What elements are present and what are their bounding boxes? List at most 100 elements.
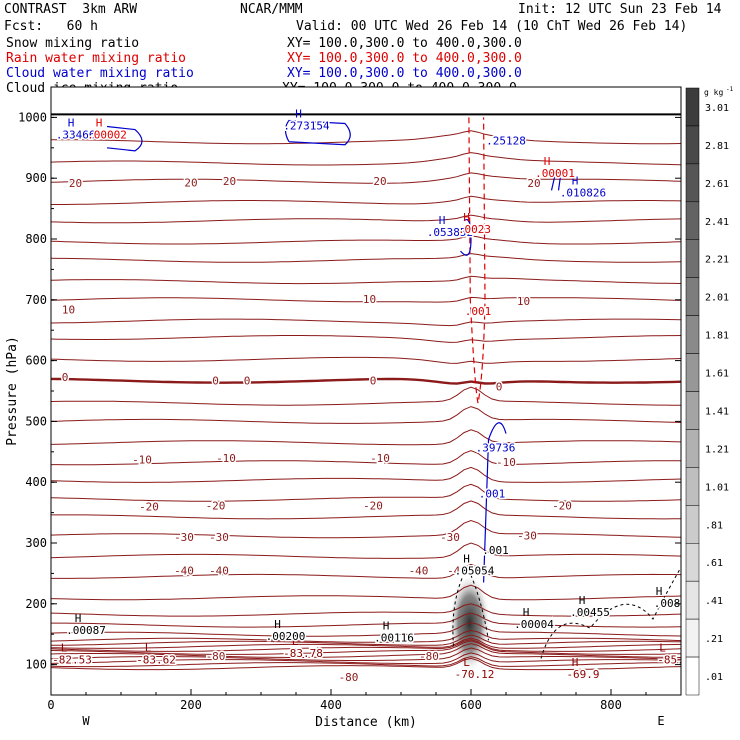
- isotherm-label: -30: [440, 531, 460, 544]
- colorbar-label: 2.21: [705, 255, 729, 266]
- isotherm-343: [51, 500, 681, 520]
- colorbar-label: 1.41: [705, 406, 729, 417]
- isotherm-label: -80: [206, 650, 226, 663]
- isotherm-860: [51, 195, 682, 205]
- isotherm-165: [51, 612, 682, 628]
- colorbar-cell: [685, 580, 700, 620]
- extremum-value: .00200: [266, 630, 306, 643]
- isotherm-960: [51, 130, 682, 145]
- extremum-marker: H: [523, 606, 530, 619]
- isotherm-label: -20: [206, 499, 226, 512]
- extremum-value: .00116: [374, 631, 414, 644]
- extremum-value: -83.62: [136, 653, 176, 666]
- isotherm-label: 20: [184, 176, 197, 189]
- colorbar-cell: [685, 239, 700, 278]
- isotherm-95: [50, 657, 682, 671]
- colorbar-label: 2.81: [705, 141, 729, 152]
- field-label-snow: Snow mixing ratio: [6, 36, 140, 51]
- isotherm-567: [50, 377, 682, 385]
- isotherm-700: [50, 296, 682, 303]
- colorbar-label: .21: [705, 634, 723, 645]
- isotherm-150: [50, 622, 682, 637]
- extremum-value: -69.9: [566, 668, 599, 681]
- colorbar-label: 1.81: [705, 331, 729, 342]
- extremum-value: -82.53: [52, 653, 92, 666]
- extremum-marker: H: [463, 211, 470, 224]
- colorbar-label: 2.41: [705, 217, 729, 228]
- colorbar-cell: [685, 505, 700, 544]
- x-tick-label: 400: [320, 698, 342, 712]
- extremum-value: -85.: [657, 653, 684, 666]
- colorbar-cell: [685, 429, 700, 468]
- extremum-marker: H: [96, 117, 103, 130]
- y-axis-label: Pressure (hPa): [5, 336, 20, 446]
- extremum-marker: H: [544, 155, 551, 168]
- extremum-marker: L: [659, 641, 666, 654]
- isotherm-label: -40: [174, 564, 194, 577]
- isotherm-label: 10: [517, 295, 530, 308]
- extremum-marker: H: [656, 585, 663, 598]
- y-tick-label: 800: [25, 232, 47, 246]
- isotherm-label: 20: [527, 177, 540, 190]
- isotherm-730: [50, 275, 682, 285]
- isotherm-130: [50, 637, 682, 649]
- extremum-marker: L: [61, 641, 68, 654]
- extremum-marker: L: [463, 656, 470, 669]
- colorbar-cell: [685, 125, 700, 165]
- isotherm-label: -30: [209, 531, 229, 544]
- isotherm-120: [50, 640, 682, 655]
- isotherm-765: [50, 253, 682, 263]
- extremum-marker: H: [439, 214, 446, 227]
- isotherm-105: [50, 652, 682, 665]
- extremum-value: .39736: [476, 442, 516, 455]
- isotherm-830: [50, 214, 682, 224]
- colorbar-label: 1.61: [705, 369, 729, 380]
- extremum-value: -83.78: [283, 647, 323, 660]
- colorbar-cell: [685, 315, 700, 354]
- ice-contour-dashed: [540, 567, 682, 659]
- isotherm-135: [51, 634, 682, 646]
- isotherm-500: [50, 406, 682, 424]
- isotherm-925: [50, 152, 682, 166]
- extremum-marker: H: [383, 619, 390, 632]
- cloud-water-west: [106, 125, 143, 152]
- isotherm-label: -30: [174, 531, 194, 544]
- isotherm-665: [50, 318, 682, 327]
- cloud-water-low: [460, 219, 472, 256]
- isotherm-278: [50, 542, 682, 559]
- field-xy-cloud-water: XY= 100.0,300.0 to 400.0,300.0: [287, 66, 522, 81]
- isotherm-label: -80: [339, 671, 359, 684]
- colorbar-label: 1.21: [705, 444, 729, 455]
- y-tick-label: 600: [25, 354, 47, 368]
- field-label-cloud-water: Cloud water mixing ratio: [6, 66, 194, 81]
- isotherm-895: [50, 172, 682, 184]
- colorbar-label: 2.61: [705, 179, 729, 190]
- extremum-value: .273154: [283, 119, 330, 132]
- colorbar-cell: [685, 277, 700, 316]
- colorbar-label: .81: [705, 520, 723, 531]
- colorbar-label: 1.01: [705, 482, 729, 493]
- extremum-marker: L: [292, 635, 299, 648]
- west-label: W: [82, 714, 90, 728]
- isotherm-label: 20: [69, 177, 82, 190]
- extremum-marker: H: [579, 594, 586, 607]
- isotherm-183: [50, 603, 682, 617]
- isotherm-label: -10: [132, 454, 152, 467]
- colorbar-unit: g kg: [704, 88, 723, 97]
- extremum-marker: H: [295, 107, 302, 120]
- extremum-value: .00004: [514, 618, 554, 631]
- isotherm-110: [50, 647, 682, 661]
- isotherm-label: -10: [216, 452, 236, 465]
- extremum-value: .334669: [56, 129, 102, 142]
- colorbar-cell: [685, 543, 700, 582]
- isotherm-245: [51, 563, 682, 579]
- isotherm-label: -20: [552, 499, 572, 512]
- y-tick-label: 100: [25, 658, 47, 672]
- extremum-value: .001: [482, 544, 509, 557]
- colorbar-label: .61: [705, 558, 723, 569]
- field-xy-rain: XY= 100.0,300.0 to 400.0,300.0: [287, 51, 522, 66]
- extremum-value: .008: [654, 597, 681, 610]
- extremum-marker: H: [463, 553, 470, 566]
- plot-background: [51, 87, 681, 695]
- isotherm-label: -20: [139, 501, 159, 514]
